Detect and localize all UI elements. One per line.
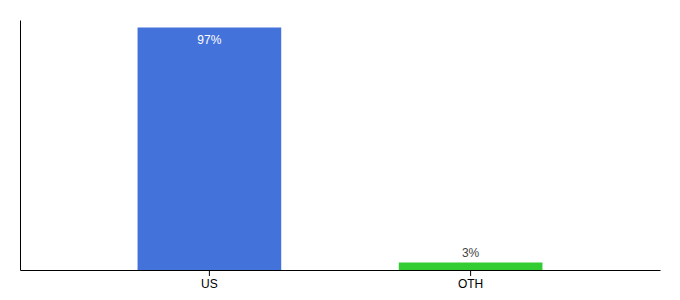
x-tick-label: OTH	[458, 277, 483, 291]
x-tick: OTH	[458, 270, 483, 291]
data-label: 97%	[197, 33, 221, 47]
y-axis-line	[20, 21, 21, 271]
y-axis	[20, 21, 21, 271]
data-labels: 97% 3%	[197, 33, 479, 260]
x-axis-line	[21, 270, 661, 271]
bar	[138, 28, 282, 271]
data-label: 3%	[462, 246, 480, 260]
x-tick-label: US	[201, 277, 218, 291]
x-tick-mark	[209, 270, 210, 276]
plot: US OTH 97% 3%	[21, 21, 661, 291]
x-tick-mark	[470, 270, 471, 276]
bars	[138, 28, 543, 271]
chart: US OTH 97% 3%	[0, 0, 680, 300]
x-tick: US	[201, 270, 218, 291]
x-axis: US OTH	[21, 270, 661, 291]
bar	[399, 263, 543, 271]
